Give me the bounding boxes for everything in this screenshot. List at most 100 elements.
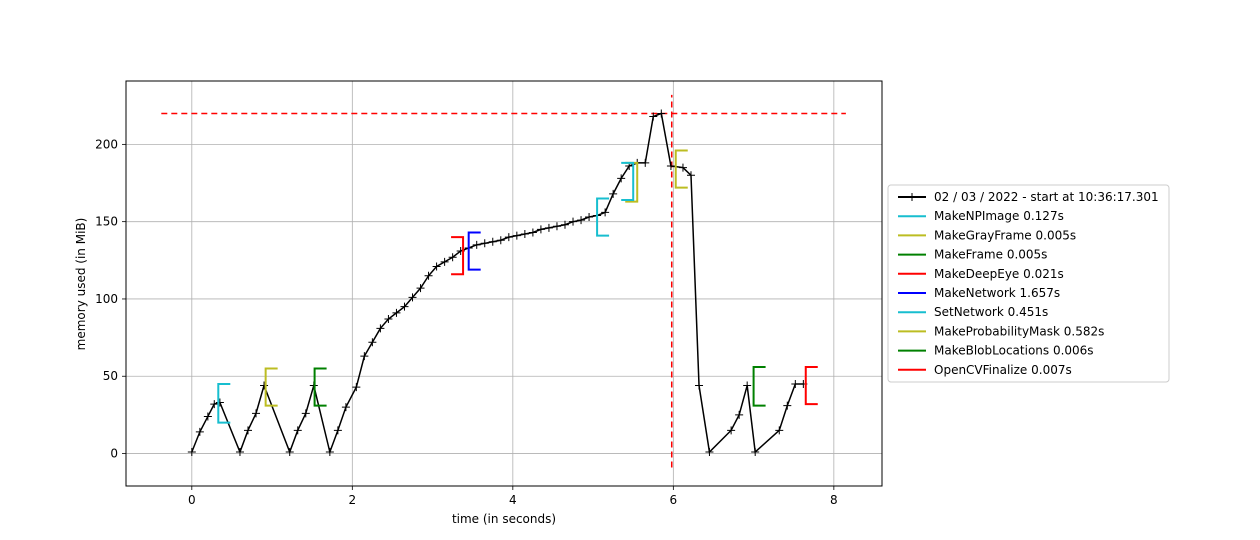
memory-point	[791, 379, 800, 388]
function-bracket	[621, 161, 635, 202]
memory-point	[195, 427, 204, 436]
legend-label: MakeGrayFrame 0.005s	[934, 228, 1076, 242]
memory-point	[641, 158, 650, 167]
memory-point	[440, 257, 449, 266]
memory-point	[293, 426, 302, 435]
bracket-layer	[217, 149, 818, 424]
y-tick-label: 100	[95, 292, 118, 306]
function-bracket	[596, 197, 610, 237]
memory-point	[285, 447, 294, 456]
memory-point	[601, 208, 610, 217]
memory-point	[649, 112, 658, 121]
memory-point	[187, 447, 196, 456]
memory-point	[560, 220, 569, 229]
memory-point	[384, 315, 393, 324]
memory-point	[536, 225, 545, 234]
memory-point	[352, 383, 361, 392]
memory-point	[424, 271, 433, 280]
x-tick-label: 2	[348, 493, 356, 507]
x-axis-label: time (in seconds)	[452, 512, 556, 526]
function-bracket	[264, 367, 278, 407]
memory-point	[480, 239, 489, 248]
legend-label: 02 / 03 / 2022 - start at 10:36:17.301	[934, 190, 1159, 204]
y-axis-label: memory used (in MiB)	[74, 218, 88, 351]
y-tick-label: 50	[103, 369, 118, 383]
legend-label: MakeNPImage 0.127s	[934, 209, 1064, 223]
memory-point	[210, 400, 219, 409]
legend-label: MakeFrame 0.005s	[934, 248, 1047, 262]
memory-point	[252, 409, 261, 418]
grid	[126, 81, 882, 486]
legend-box	[887, 184, 1170, 383]
ticks: 0 2 4 6 8 0 50 100 150 200	[95, 137, 838, 507]
legend: 02 / 03 / 2022 - start at 10:36:17.301 Ma…	[887, 184, 1170, 383]
memory-point	[376, 324, 385, 333]
memory-point	[705, 447, 714, 456]
memory-point	[488, 237, 497, 246]
memory-point	[751, 447, 760, 456]
memory-point	[400, 302, 409, 311]
function-bracket	[467, 231, 481, 271]
memory-point	[243, 426, 252, 435]
function-bracket	[217, 382, 231, 424]
memory-point	[360, 352, 369, 361]
memory-point	[333, 426, 342, 435]
memory-point	[552, 222, 561, 231]
x-tick-label: 6	[670, 493, 678, 507]
y-tick-label: 0	[110, 447, 118, 461]
memory-point	[448, 253, 457, 262]
memory-point	[368, 338, 377, 347]
memory-point	[520, 230, 529, 239]
memory-point	[512, 231, 521, 240]
memory-point	[260, 381, 269, 390]
memory-point	[408, 293, 417, 302]
memory-point	[657, 109, 666, 118]
reference-lines	[161, 94, 846, 468]
y-tick-label: 150	[95, 215, 118, 229]
memory-point	[392, 308, 401, 317]
memory-point	[585, 213, 594, 222]
memory-point	[301, 409, 310, 418]
memory-point	[743, 381, 752, 390]
function-bracket	[451, 236, 465, 276]
plot-frame	[125, 80, 883, 487]
legend-label: SetNetwork 0.451s	[934, 305, 1048, 319]
memory-point	[609, 189, 618, 198]
function-bracket	[313, 367, 327, 407]
y-tick-label: 200	[95, 137, 118, 151]
memory-point	[678, 163, 687, 172]
memory-point	[666, 162, 675, 171]
memory-point	[341, 403, 350, 412]
memory-point	[569, 217, 578, 226]
memory-point	[695, 381, 704, 390]
legend-label: MakeNetwork 1.657s	[934, 286, 1060, 300]
memory-point	[617, 174, 626, 183]
function-bracket	[804, 365, 818, 406]
memory-point	[325, 447, 334, 456]
x-tick-label: 0	[188, 493, 196, 507]
memory-point	[544, 223, 553, 232]
legend-label: MakeProbabilityMask 0.582s	[934, 324, 1104, 338]
function-bracket	[752, 365, 766, 407]
x-tick-label: 4	[509, 493, 517, 507]
legend-label: MakeBlobLocations 0.006s	[934, 344, 1094, 358]
memory-point	[528, 228, 537, 237]
legend-label: OpenCVFinalize 0.007s	[934, 363, 1072, 377]
memory-point	[215, 398, 224, 407]
memory-point	[235, 447, 244, 456]
memory-point	[783, 401, 792, 410]
memory-point	[203, 412, 212, 421]
legend-marker	[908, 193, 916, 201]
memory-point	[504, 233, 513, 242]
memory-point	[472, 240, 481, 249]
legend-label: MakeDeepEye 0.021s	[934, 267, 1064, 281]
memory-point	[775, 426, 784, 435]
x-tick-label: 8	[830, 493, 838, 507]
memory-point	[416, 284, 425, 293]
memory-point	[432, 262, 441, 271]
memory-point	[735, 410, 744, 419]
memory-point	[577, 216, 586, 225]
memory-point	[496, 236, 505, 245]
function-bracket	[674, 149, 688, 189]
